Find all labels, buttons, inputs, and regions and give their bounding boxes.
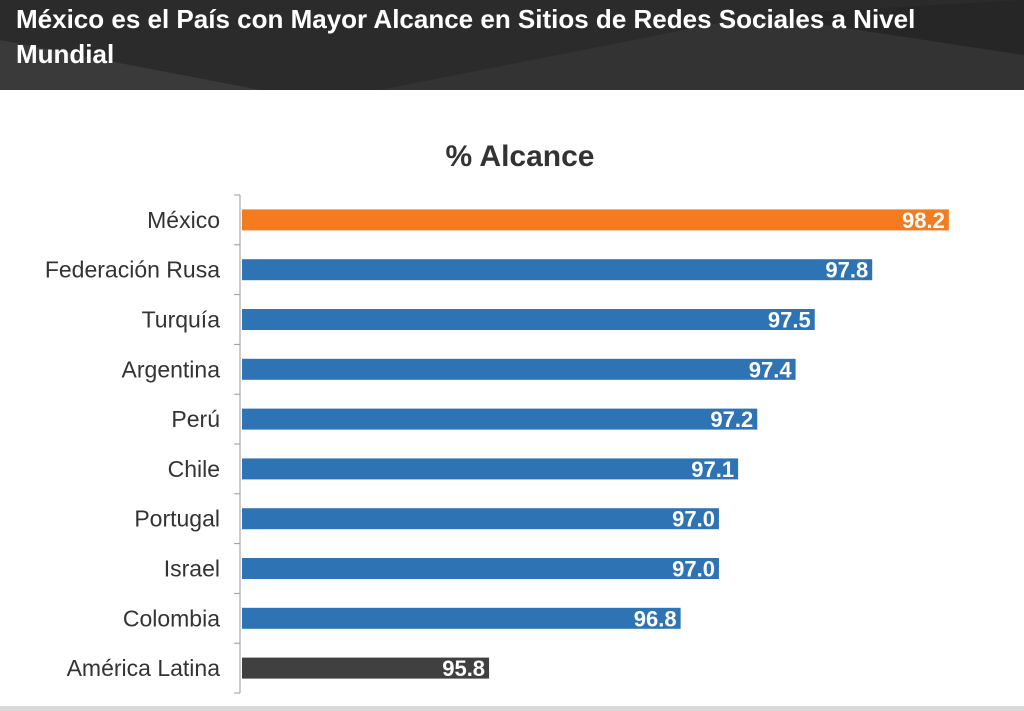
chart-title: % Alcance <box>445 140 595 173</box>
category-label: México <box>147 207 220 233</box>
category-label: Turquía <box>142 307 221 333</box>
category-label: Argentina <box>122 356 221 382</box>
category-label: Chile <box>168 456 220 482</box>
value-label: 97.5 <box>768 308 811 333</box>
category-label: Perú <box>171 406 220 432</box>
value-label: 97.4 <box>749 357 793 382</box>
header-banner: México es el País con Mayor Alcance en S… <box>0 0 1024 90</box>
bar <box>242 209 949 231</box>
bar <box>242 408 758 430</box>
page-title: México es el País con Mayor Alcance en S… <box>16 4 916 69</box>
bar <box>242 657 490 679</box>
bar <box>242 558 719 579</box>
footer-divider <box>0 706 1024 711</box>
bar <box>242 259 873 281</box>
category-label: Federación Rusa <box>45 257 220 283</box>
header-decoration <box>0 0 1024 90</box>
value-label: 95.8 <box>442 656 485 681</box>
bar <box>242 309 815 330</box>
category-label: Colombia <box>123 605 220 631</box>
value-label: 97.0 <box>672 557 715 582</box>
bar <box>242 607 681 629</box>
value-label: 98.2 <box>902 208 945 233</box>
category-label: Portugal <box>134 506 220 532</box>
bar <box>242 508 719 530</box>
value-label: 97.1 <box>691 457 734 482</box>
value-label: 97.8 <box>825 258 868 283</box>
value-label: 96.8 <box>634 606 677 631</box>
category-label: Israel <box>164 556 220 582</box>
bar <box>242 358 796 380</box>
value-label: 97.0 <box>672 507 715 532</box>
category-label: América Latina <box>67 655 221 681</box>
bar <box>242 458 739 480</box>
value-label: 97.2 <box>710 407 753 432</box>
